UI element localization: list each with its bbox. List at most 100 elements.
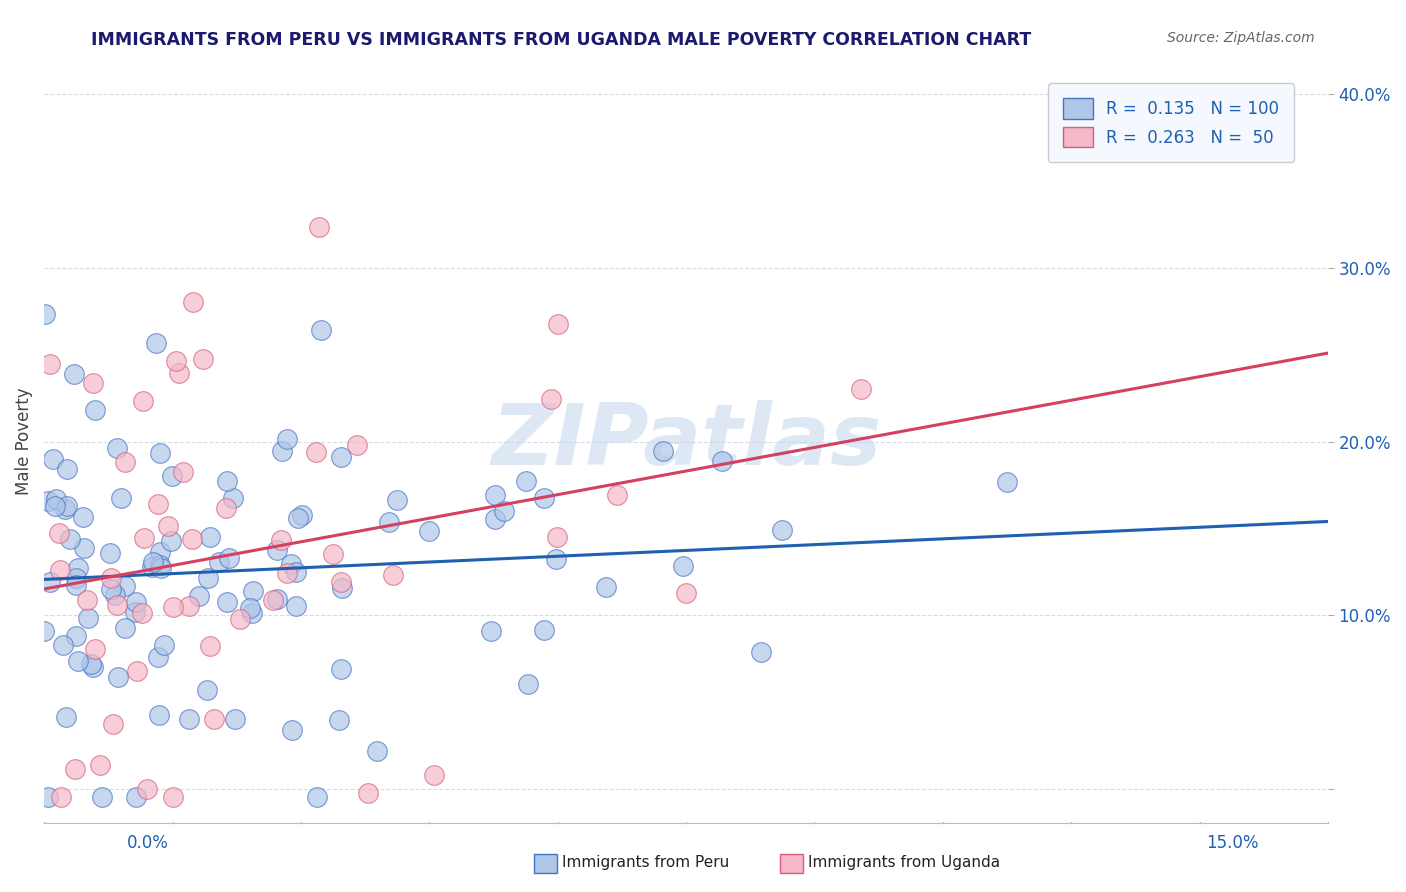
Point: [167, 366, 190, 380]
Point: [84, 641, 107, 656]
Point: [197, 571, 219, 585]
Point: [266, 543, 288, 558]
Point: [515, 474, 537, 488]
Point: [191, 352, 214, 367]
Point: [181, 532, 204, 546]
Point: [276, 566, 298, 580]
Point: [53, 502, 76, 516]
Point: [148, 650, 170, 665]
Point: [114, 455, 136, 469]
Point: [215, 474, 238, 488]
Point: [849, 382, 872, 396]
Point: [177, 599, 200, 613]
Point: [132, 394, 155, 409]
Point: [142, 555, 165, 569]
Point: [49, 790, 72, 805]
Point: [41, 451, 63, 466]
Point: [72, 510, 94, 524]
Point: [156, 518, 179, 533]
Point: [995, 475, 1018, 489]
Point: [652, 443, 675, 458]
Point: [262, 592, 284, 607]
Point: [91, 790, 114, 805]
Point: [105, 441, 128, 455]
Point: [172, 465, 194, 479]
Point: [672, 558, 695, 573]
Point: [305, 790, 328, 805]
Point: [224, 712, 246, 726]
Point: [195, 683, 218, 698]
Point: [547, 317, 569, 331]
Point: [187, 589, 209, 603]
Point: [52, 638, 75, 652]
Point: [114, 622, 136, 636]
Point: [73, 541, 96, 555]
Point: [290, 508, 312, 522]
Point: [37, 790, 59, 805]
Point: [595, 580, 617, 594]
Point: [328, 713, 350, 727]
Point: [418, 524, 440, 538]
Point: [45, 491, 67, 506]
Point: [198, 639, 221, 653]
Point: [710, 453, 733, 467]
Point: [100, 571, 122, 585]
Point: [484, 512, 506, 526]
Point: [127, 664, 149, 678]
Point: [287, 511, 309, 525]
Point: [37, 494, 59, 508]
Point: [77, 610, 100, 624]
Point: [67, 654, 90, 668]
Point: [146, 497, 169, 511]
Point: [34, 306, 56, 320]
Point: [82, 376, 104, 390]
Point: [124, 605, 146, 619]
Legend: R =  0.135   N = 100, R =  0.263   N =  50: R = 0.135 N = 100, R = 0.263 N = 50: [1047, 83, 1294, 162]
Point: [32, 624, 55, 638]
Point: [198, 531, 221, 545]
Point: [239, 601, 262, 615]
Point: [266, 591, 288, 606]
Point: [675, 585, 697, 599]
Point: [305, 445, 328, 459]
Point: [141, 560, 163, 574]
Point: [330, 582, 353, 596]
Text: Immigrants from Uganda: Immigrants from Uganda: [808, 855, 1001, 870]
Point: [606, 488, 628, 502]
Point: [125, 595, 148, 609]
Point: [114, 579, 136, 593]
Point: [160, 469, 183, 483]
Point: [82, 660, 104, 674]
Point: [533, 623, 555, 637]
Point: [330, 575, 353, 590]
Point: [422, 767, 444, 781]
Point: [160, 533, 183, 548]
Point: [80, 657, 103, 671]
Point: [131, 607, 153, 621]
Point: [162, 790, 184, 805]
Text: 15.0%: 15.0%: [1206, 834, 1258, 852]
Point: [67, 561, 90, 575]
Point: [281, 723, 304, 738]
Point: [308, 219, 330, 234]
Point: [242, 584, 264, 599]
Point: [270, 533, 292, 547]
Point: [329, 662, 352, 676]
Point: [150, 561, 173, 575]
Point: [110, 491, 132, 505]
Point: [39, 575, 62, 590]
Point: [229, 612, 252, 626]
Point: [322, 548, 344, 562]
Point: [546, 552, 568, 566]
Point: [63, 762, 86, 776]
Point: [366, 744, 388, 758]
Point: [55, 710, 77, 724]
Text: IMMIGRANTS FROM PERU VS IMMIGRANTS FROM UGANDA MALE POVERTY CORRELATION CHART: IMMIGRANTS FROM PERU VS IMMIGRANTS FROM …: [91, 31, 1032, 49]
Point: [208, 555, 231, 569]
Point: [385, 492, 408, 507]
Point: [484, 488, 506, 502]
Point: [749, 645, 772, 659]
Y-axis label: Male Poverty: Male Poverty: [15, 388, 32, 495]
Point: [100, 582, 122, 596]
Point: [357, 786, 380, 800]
